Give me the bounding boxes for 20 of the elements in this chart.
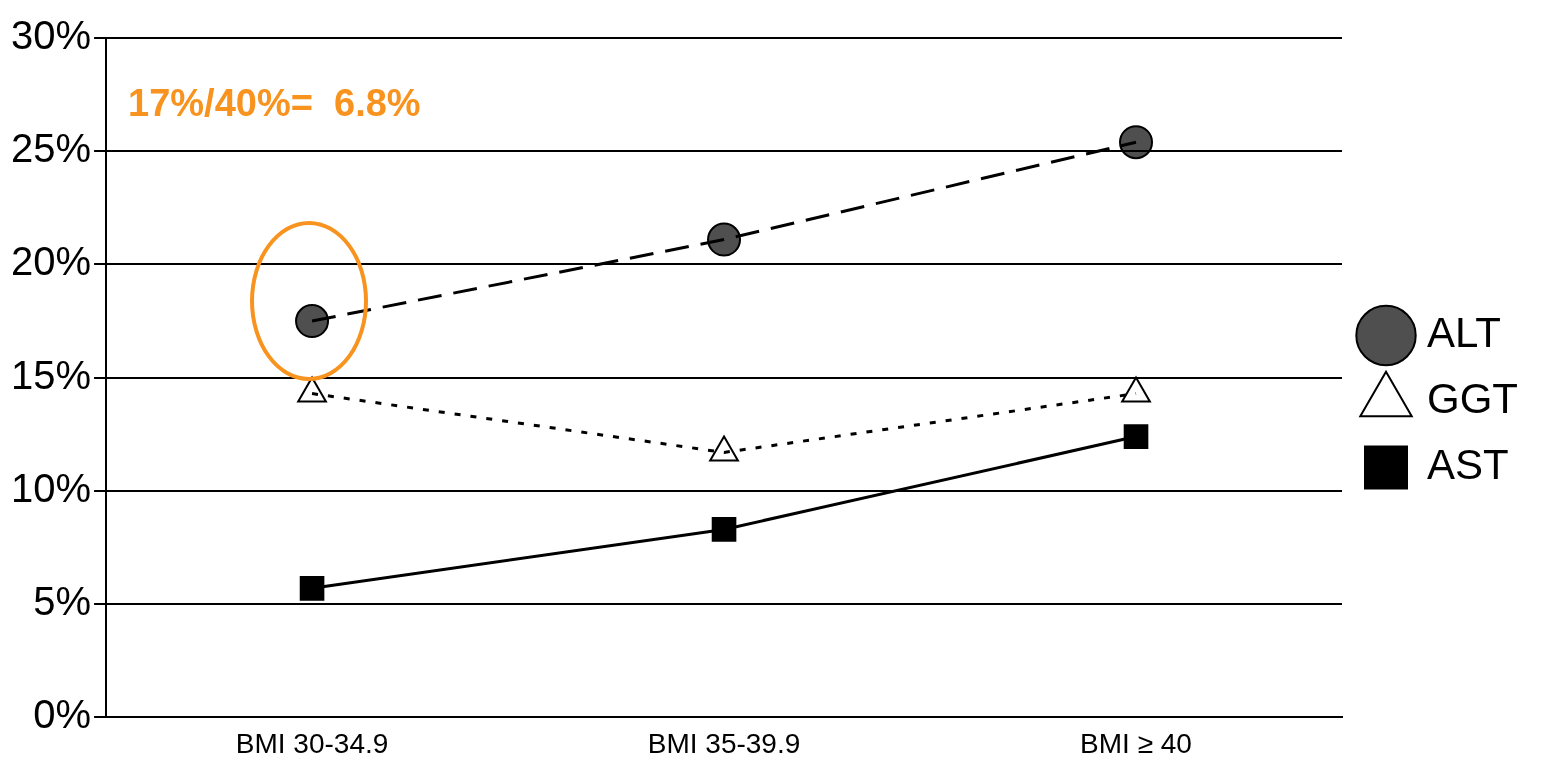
x-tick-label: BMI ≥ 40 [1080, 727, 1192, 759]
x-tick-label: BMI 30-34.9 [235, 727, 389, 759]
legend-label: AST [1427, 441, 1509, 489]
y-tick-label: 5% [33, 579, 92, 624]
x-tick-label: BMI 35-39.9 [647, 727, 801, 759]
y-tick-label: 15% [11, 352, 92, 397]
y-tick-label: 0% [33, 692, 92, 737]
point [711, 517, 737, 542]
y-tick-label: 25% [11, 126, 92, 171]
point [1119, 125, 1154, 160]
annotation: 17%/40%= 6.8% [128, 82, 421, 125]
point [295, 304, 330, 339]
y-tick-label: 10% [11, 465, 92, 510]
legend-label: ALT [1427, 309, 1501, 357]
point [299, 576, 325, 601]
point [1123, 424, 1149, 449]
point [707, 222, 742, 257]
legend-label: GGT [1427, 375, 1519, 423]
y-tick-label: 30% [11, 13, 92, 58]
y-tick-label: 20% [11, 239, 92, 284]
